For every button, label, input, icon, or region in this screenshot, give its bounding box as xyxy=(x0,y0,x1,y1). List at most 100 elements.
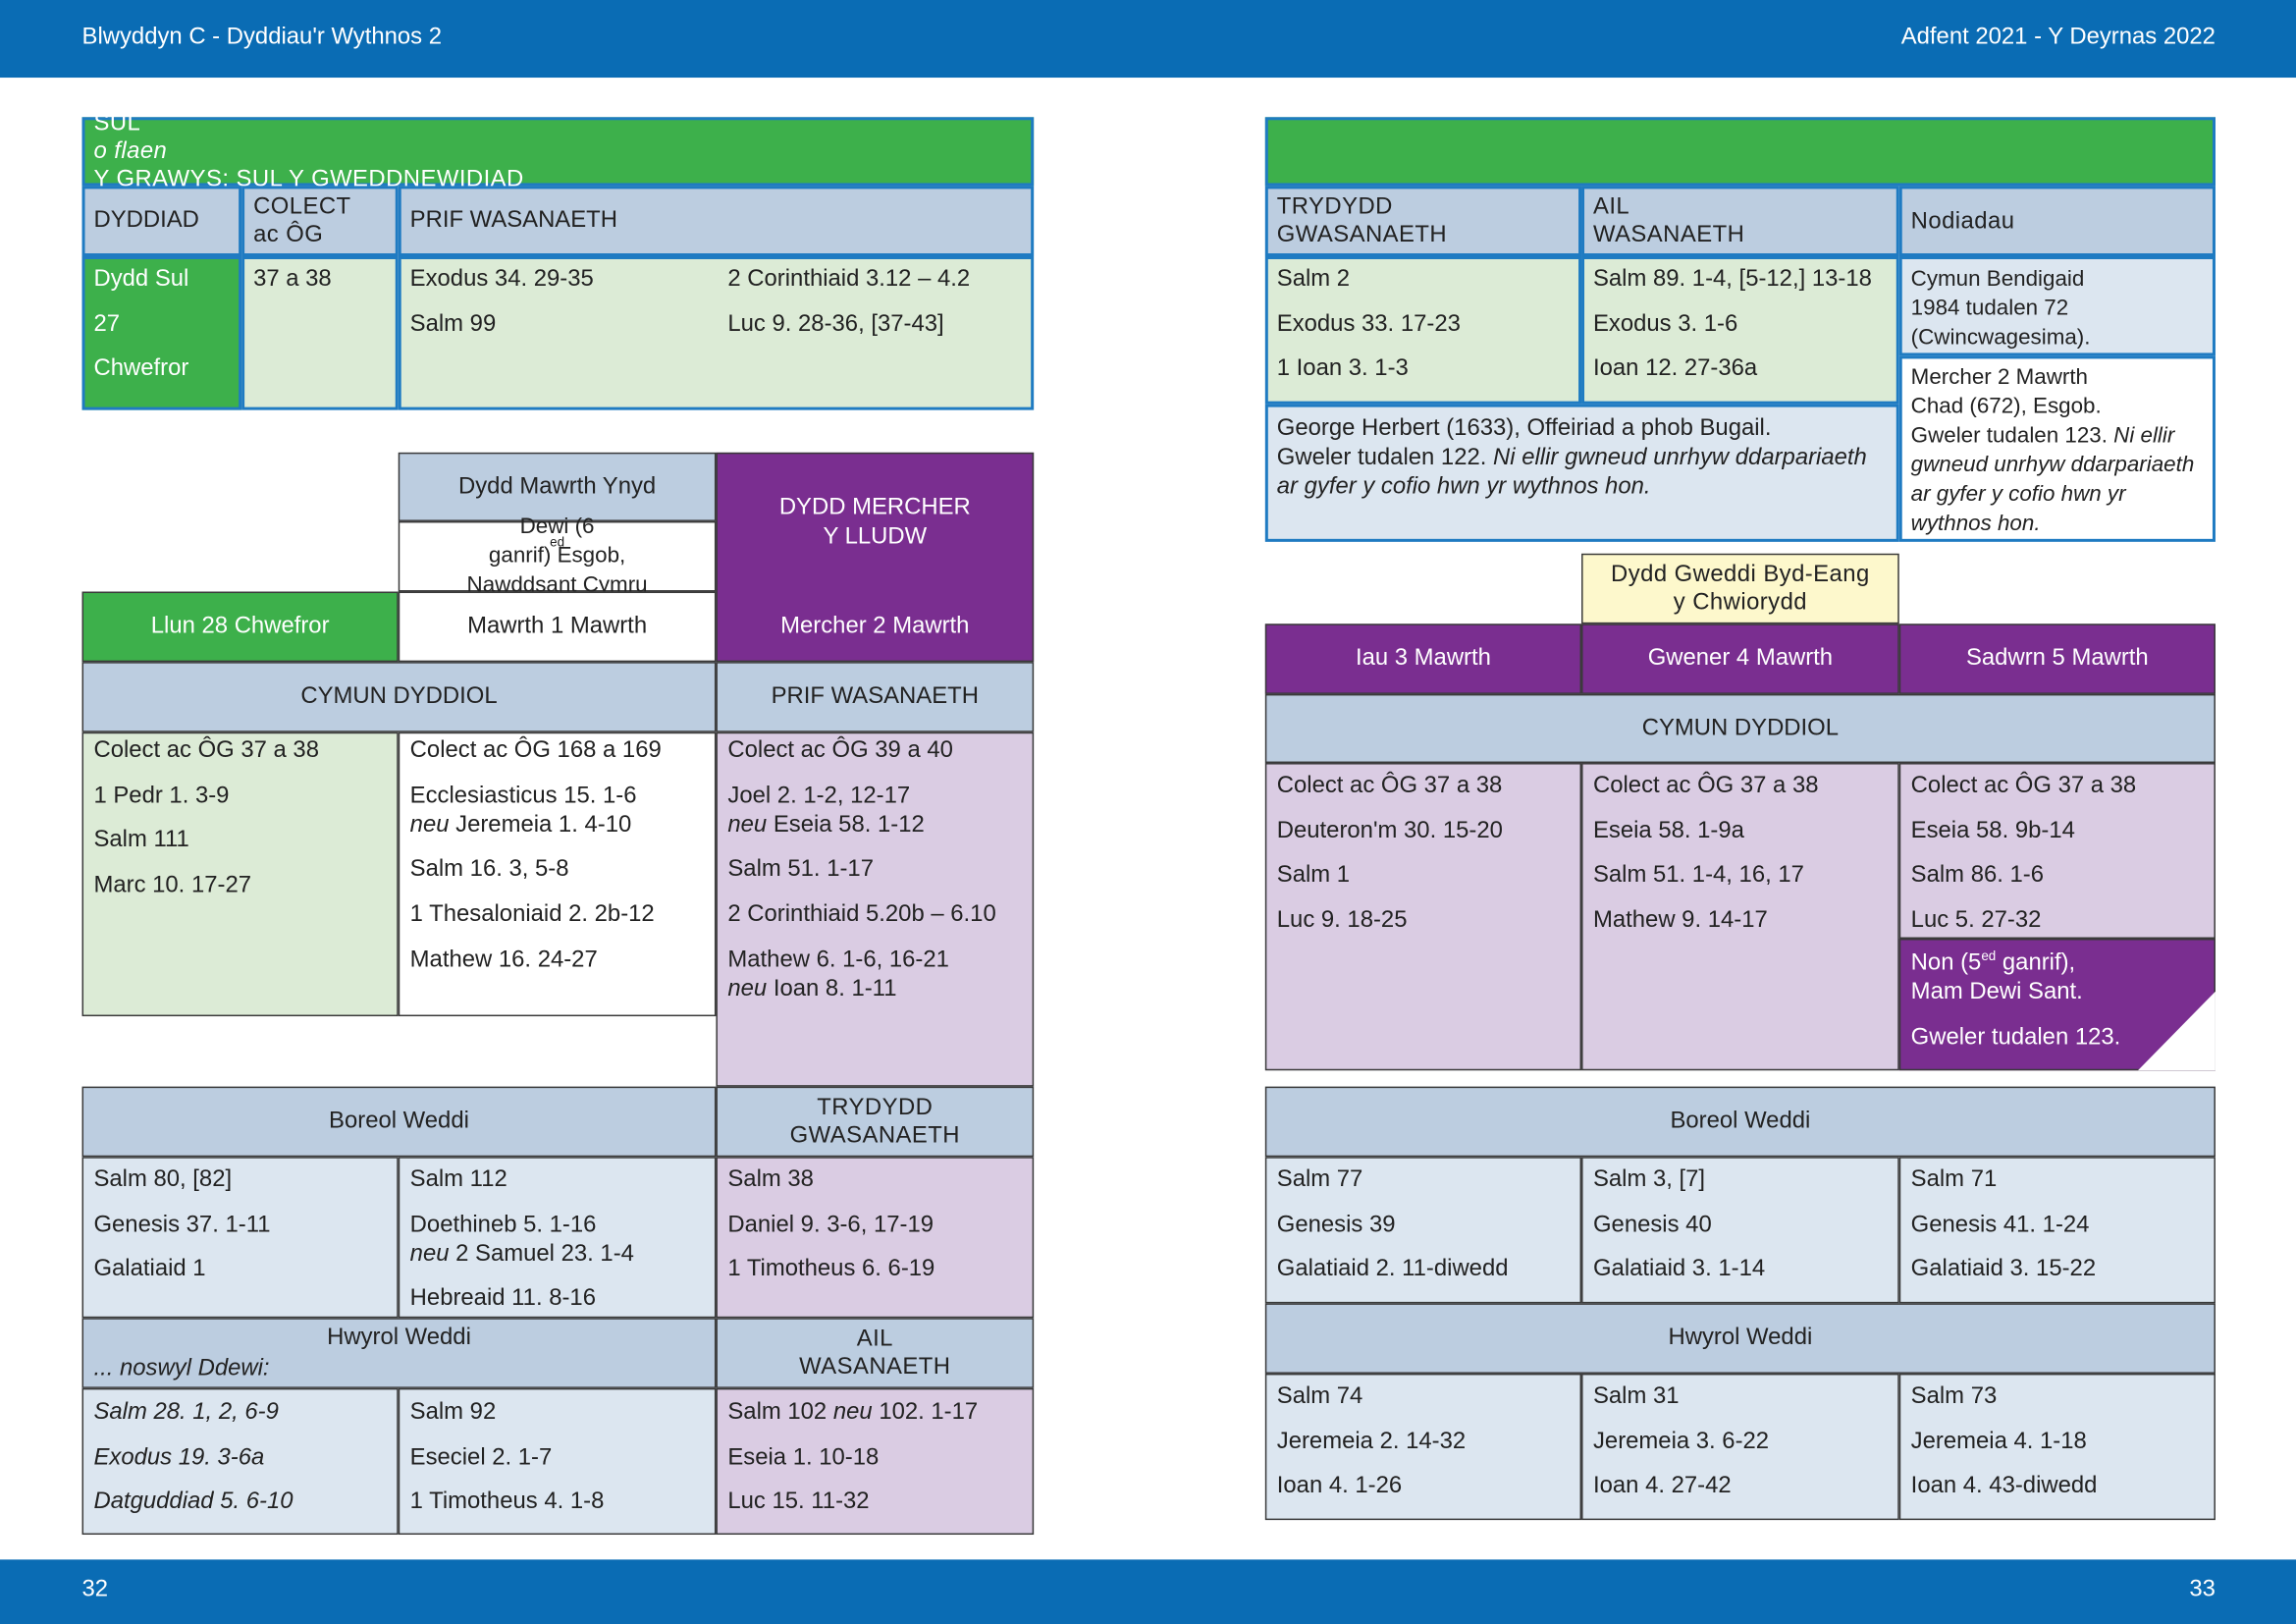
line-item: Salm 111 xyxy=(93,828,189,853)
line-item: Ecclesiasticus 15. 1-6 neu Jeremeia 1. 4… xyxy=(410,782,705,840)
cell-text: Dydd Sul 27 Chwefror xyxy=(82,260,242,406)
cell xyxy=(716,1318,1035,1388)
cell-text: Salm 77 Genesis 39 Galatiaid 2. 11-diwedd xyxy=(1265,1162,1581,1304)
line-item: Eseia 58. 9b-14 xyxy=(1910,818,2075,843)
cell-text: Salm 92 Eseciel 2. 1-7 1 Timotheus 4. 1-8 xyxy=(399,1394,717,1535)
line-item: Luc 9. 18-25 xyxy=(1276,907,1408,934)
cell-text: Sadwrn 5 Mawrth xyxy=(1965,645,2149,672)
line-item: Colect ac ÔG 37 a 38 xyxy=(1276,773,1503,798)
cell-text: Colect ac ÔG 168 a 169 Ecclesiasticus 15.… xyxy=(399,732,717,1016)
cell xyxy=(716,452,1035,663)
cell xyxy=(1264,1303,2216,1374)
line-item: Doethineb 5. 1-16 neu 2 Samuel 23. 1-4 xyxy=(410,1211,705,1270)
line-item: Galatiaid 1 xyxy=(93,1257,206,1282)
cell xyxy=(1581,186,1899,257)
cell-text: CYMUN DYDDIOL xyxy=(300,683,498,709)
cell-text: Salm 2 Exodus 33. 17-23 1 Ioan 3. 1-3 xyxy=(1265,260,1581,404)
cell-text: ... noswyl Ddewi: xyxy=(93,1356,270,1381)
cell-text: Non (5ed ganrif), Mam Dewi Sant. Gweler t… xyxy=(1899,945,2216,1070)
line-item: 2 Corinthiaid 5.20b – 6.10 xyxy=(727,901,996,928)
cell xyxy=(81,1086,717,1158)
cell-text: Colect ac ÔG 37 a 38 Eseia 58. 1-9a Salm 5… xyxy=(1581,768,1899,1060)
cell xyxy=(1264,763,1582,1071)
line-item: Galatiaid 2. 11-diwedd xyxy=(1276,1257,1509,1282)
line-item: Exodus 19. 3-6a xyxy=(93,1444,265,1470)
line-item: 1 Pedr 1. 3-9 xyxy=(93,783,230,808)
line-item: 37 a 38 xyxy=(253,266,332,292)
line-item: Salm 102 neu 102. 1-17 xyxy=(727,1398,1022,1428)
cell-text: PRIF WASANAETH xyxy=(409,207,617,234)
cell-text: Hwyrol Weddi xyxy=(327,1325,471,1351)
line-item: Luc 15. 11-32 xyxy=(727,1489,870,1515)
line-item: Mathew 9. 14-17 xyxy=(1592,907,1768,934)
bar-text: Adfent 2021 - Y Deyrnas 2022 xyxy=(1900,25,2216,50)
line-item: Galatiaid 3. 15-22 xyxy=(1910,1257,2097,1282)
cell-text: Iau 3 Mawrth xyxy=(1355,645,1491,672)
line-item: Jeremeia 2. 14-32 xyxy=(1276,1429,1467,1454)
cell xyxy=(1581,763,1899,1071)
cell-text: George Herbert (1633), Offeiriad a phob … xyxy=(1265,410,1899,542)
page-bar xyxy=(0,0,2296,79)
cell xyxy=(81,186,242,257)
cell xyxy=(241,256,399,410)
text-run: 102. 1-17 xyxy=(872,1399,979,1426)
line-item: Joel 2. 1-2, 12-17 neu Eseia 58. 1-12 xyxy=(727,782,1022,840)
cell-text: AIL WASANAETH xyxy=(799,1326,951,1380)
line-item: 1 Ioan 3. 1-3 xyxy=(1276,355,1409,382)
cell xyxy=(81,662,717,732)
bar-text: Blwyddyn C - Dyddiau'r Wythnos 2 xyxy=(81,25,443,50)
cell-text: Salm 74 Jeremeia 2. 14-32 Ioan 4. 1-26 xyxy=(1265,1378,1581,1520)
bar-text: 32 xyxy=(81,1577,109,1602)
text-run: Ni ellir gwneud unrhyw ddarpariaeth ar g… xyxy=(1276,445,1867,500)
cell xyxy=(716,1086,1035,1158)
text-run: ganrif), Mam Dewi Sant. xyxy=(1910,949,2083,1005)
cell-text: Colect ac ÔG 37 a 38 1 Pedr 1. 3-9 Salm 11… xyxy=(82,732,399,1016)
cell-text: Mercher 2 Mawrth Chad (672), Esgob. Gwel… xyxy=(1899,358,2216,541)
cell xyxy=(398,731,717,1017)
cell xyxy=(398,452,717,521)
cell-text: 2 Corinthiaid 3.12 – 4.2 Luc 9. 28-36, [3… xyxy=(716,260,1034,406)
line-item: Jeremeia 3. 6-22 xyxy=(1592,1429,1770,1454)
line-item: 1 Timotheus 6. 6-19 xyxy=(727,1257,935,1282)
line-item: Salm 73 xyxy=(1910,1383,1998,1409)
page-bar xyxy=(0,1559,2296,1624)
text-run: Jeremeia 1. 4-10 xyxy=(449,812,632,838)
cell xyxy=(241,186,399,257)
line-item: Exodus 33. 17-23 xyxy=(1276,311,1461,337)
cell xyxy=(398,256,1035,410)
line-item: Luc 9. 28-36, [37-43] xyxy=(727,311,944,337)
cell xyxy=(716,1157,1035,1319)
line-item: Non (5ed ganrif), Mam Dewi Sant. xyxy=(1911,948,2204,1007)
cell-text: AIL WASANAETH xyxy=(1592,194,1745,248)
text-run: Joel 2. 1-2, 12-17 xyxy=(727,783,911,808)
cell xyxy=(1898,763,2216,940)
line-item: Colect ac ÔG 37 a 38 xyxy=(1910,773,2137,798)
cell xyxy=(1898,1157,2216,1304)
line-item: Salm 28. 1, 2, 6-9 xyxy=(93,1399,279,1426)
line-item: Eseia 1. 10-18 xyxy=(727,1444,880,1470)
line-item: Datguddiad 5. 6-10 xyxy=(93,1489,294,1515)
cell xyxy=(1264,256,1582,405)
cell xyxy=(81,1318,717,1388)
text-run: Non (5 xyxy=(1910,949,1982,976)
page-corner xyxy=(2137,991,2216,1071)
line-item: Salm 99 xyxy=(409,311,497,337)
cell-text: Dydd Mawrth Ynyd xyxy=(457,473,657,499)
cell-text: PRIF WASANAETH xyxy=(771,683,979,709)
cell-text: Salm 112 Doethineb 5. 1-16 neu 2 Samuel 2… xyxy=(399,1162,717,1319)
cell-text: Salm 28. 1, 2, 6-9 Exodus 19. 3-6a Datgudd… xyxy=(82,1394,399,1535)
line-item: Salm 112 xyxy=(409,1166,507,1193)
line-item: Ioan 12. 27-36a xyxy=(1592,355,1758,382)
cell-text: Salm 38 Daniel 9. 3-6, 17-19 1 Timotheus 6… xyxy=(716,1162,1034,1319)
line-item: Ioan 4. 43-diwedd xyxy=(1910,1473,2098,1499)
line-item: Salm 80, [82] xyxy=(93,1166,233,1193)
cell-text: Llun 28 Chwefror xyxy=(150,613,330,639)
cell-text: Hwyrol Weddi xyxy=(1668,1325,1813,1351)
line-item: Daniel 9. 3-6, 17-19 xyxy=(727,1212,934,1237)
line-item: Salm 77 xyxy=(1276,1166,1363,1193)
line-item: Deuteron'm 30. 15-20 xyxy=(1276,818,1503,843)
text-run: neu xyxy=(409,1241,450,1267)
line-item: Salm 38 xyxy=(727,1166,814,1193)
corner-fold xyxy=(2137,991,2216,1071)
